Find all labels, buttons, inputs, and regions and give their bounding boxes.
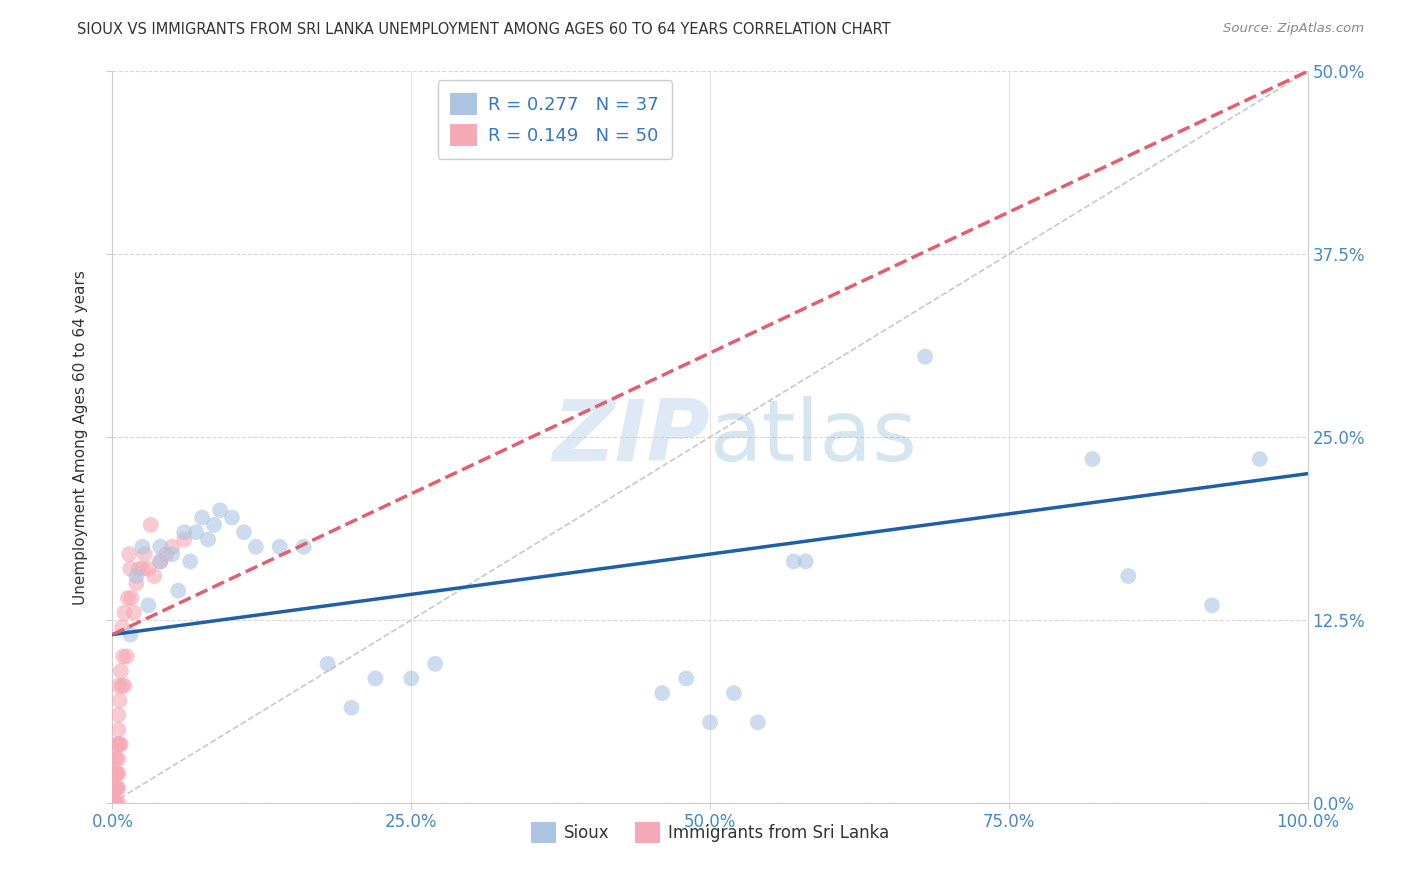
Point bbox=[364, 672, 387, 686]
Point bbox=[794, 554, 817, 568]
Point bbox=[105, 796, 128, 810]
Point bbox=[120, 627, 142, 641]
Point bbox=[747, 715, 769, 730]
Point bbox=[108, 737, 131, 751]
Point bbox=[104, 752, 127, 766]
Point bbox=[112, 649, 135, 664]
Point bbox=[1249, 452, 1271, 467]
Point bbox=[425, 657, 447, 671]
Point bbox=[782, 554, 804, 568]
Point bbox=[104, 796, 127, 810]
Legend: Sioux, Immigrants from Sri Lanka: Sioux, Immigrants from Sri Lanka bbox=[524, 815, 896, 849]
Point bbox=[675, 672, 697, 686]
Point bbox=[149, 540, 172, 554]
Point bbox=[105, 752, 128, 766]
Point bbox=[723, 686, 745, 700]
Point bbox=[107, 766, 129, 780]
Point bbox=[401, 672, 423, 686]
Point bbox=[191, 510, 214, 524]
Point bbox=[221, 510, 243, 524]
Point bbox=[155, 547, 177, 561]
Point bbox=[107, 737, 129, 751]
Point bbox=[316, 657, 339, 671]
Point bbox=[104, 796, 127, 810]
Point bbox=[149, 554, 172, 568]
Point bbox=[111, 620, 134, 634]
Point bbox=[202, 517, 225, 532]
Point bbox=[173, 533, 195, 547]
Point bbox=[122, 606, 145, 620]
Point bbox=[105, 737, 128, 751]
Point bbox=[104, 796, 127, 810]
Point bbox=[118, 547, 141, 561]
Point bbox=[125, 569, 148, 583]
Point bbox=[1118, 569, 1140, 583]
Point bbox=[269, 540, 291, 554]
Point bbox=[104, 781, 127, 796]
Point bbox=[107, 781, 129, 796]
Point bbox=[1081, 452, 1104, 467]
Point bbox=[197, 533, 219, 547]
Point bbox=[105, 781, 128, 796]
Point bbox=[105, 766, 128, 780]
Point bbox=[125, 576, 148, 591]
Point bbox=[292, 540, 315, 554]
Point bbox=[114, 679, 135, 693]
Point bbox=[115, 649, 138, 664]
Point bbox=[138, 562, 160, 576]
Point bbox=[179, 554, 201, 568]
Point bbox=[111, 679, 134, 693]
Text: ZIP: ZIP bbox=[553, 395, 710, 479]
Point bbox=[104, 766, 127, 780]
Point bbox=[104, 796, 127, 810]
Point bbox=[107, 752, 129, 766]
Point bbox=[167, 583, 190, 598]
Point bbox=[699, 715, 721, 730]
Point bbox=[128, 562, 150, 576]
Point bbox=[162, 540, 183, 554]
Point bbox=[186, 525, 208, 540]
Point bbox=[134, 547, 156, 561]
Point bbox=[233, 525, 256, 540]
Point bbox=[104, 781, 127, 796]
Point bbox=[139, 517, 162, 532]
Point bbox=[110, 737, 132, 751]
Point bbox=[105, 766, 128, 780]
Point bbox=[162, 547, 183, 561]
Point bbox=[149, 554, 172, 568]
Point bbox=[107, 796, 129, 810]
Point bbox=[209, 503, 232, 517]
Point bbox=[114, 606, 135, 620]
Point bbox=[651, 686, 673, 700]
Point bbox=[110, 664, 132, 678]
Text: Source: ZipAtlas.com: Source: ZipAtlas.com bbox=[1223, 22, 1364, 36]
Point bbox=[1201, 599, 1223, 613]
Point bbox=[173, 525, 195, 540]
Point bbox=[138, 599, 160, 613]
Point bbox=[107, 679, 129, 693]
Point bbox=[245, 540, 267, 554]
Point bbox=[107, 708, 129, 723]
Point bbox=[121, 591, 143, 605]
Point bbox=[107, 723, 129, 737]
Point bbox=[340, 700, 363, 714]
Point bbox=[104, 796, 127, 810]
Point bbox=[131, 540, 153, 554]
Point bbox=[143, 569, 166, 583]
Text: atlas: atlas bbox=[710, 395, 918, 479]
Point bbox=[120, 562, 142, 576]
Point bbox=[131, 562, 153, 576]
Y-axis label: Unemployment Among Ages 60 to 64 years: Unemployment Among Ages 60 to 64 years bbox=[73, 269, 89, 605]
Point bbox=[117, 591, 139, 605]
Point bbox=[108, 693, 131, 707]
Text: SIOUX VS IMMIGRANTS FROM SRI LANKA UNEMPLOYMENT AMONG AGES 60 TO 64 YEARS CORREL: SIOUX VS IMMIGRANTS FROM SRI LANKA UNEMP… bbox=[77, 22, 891, 37]
Point bbox=[914, 350, 936, 364]
Point bbox=[105, 781, 128, 796]
